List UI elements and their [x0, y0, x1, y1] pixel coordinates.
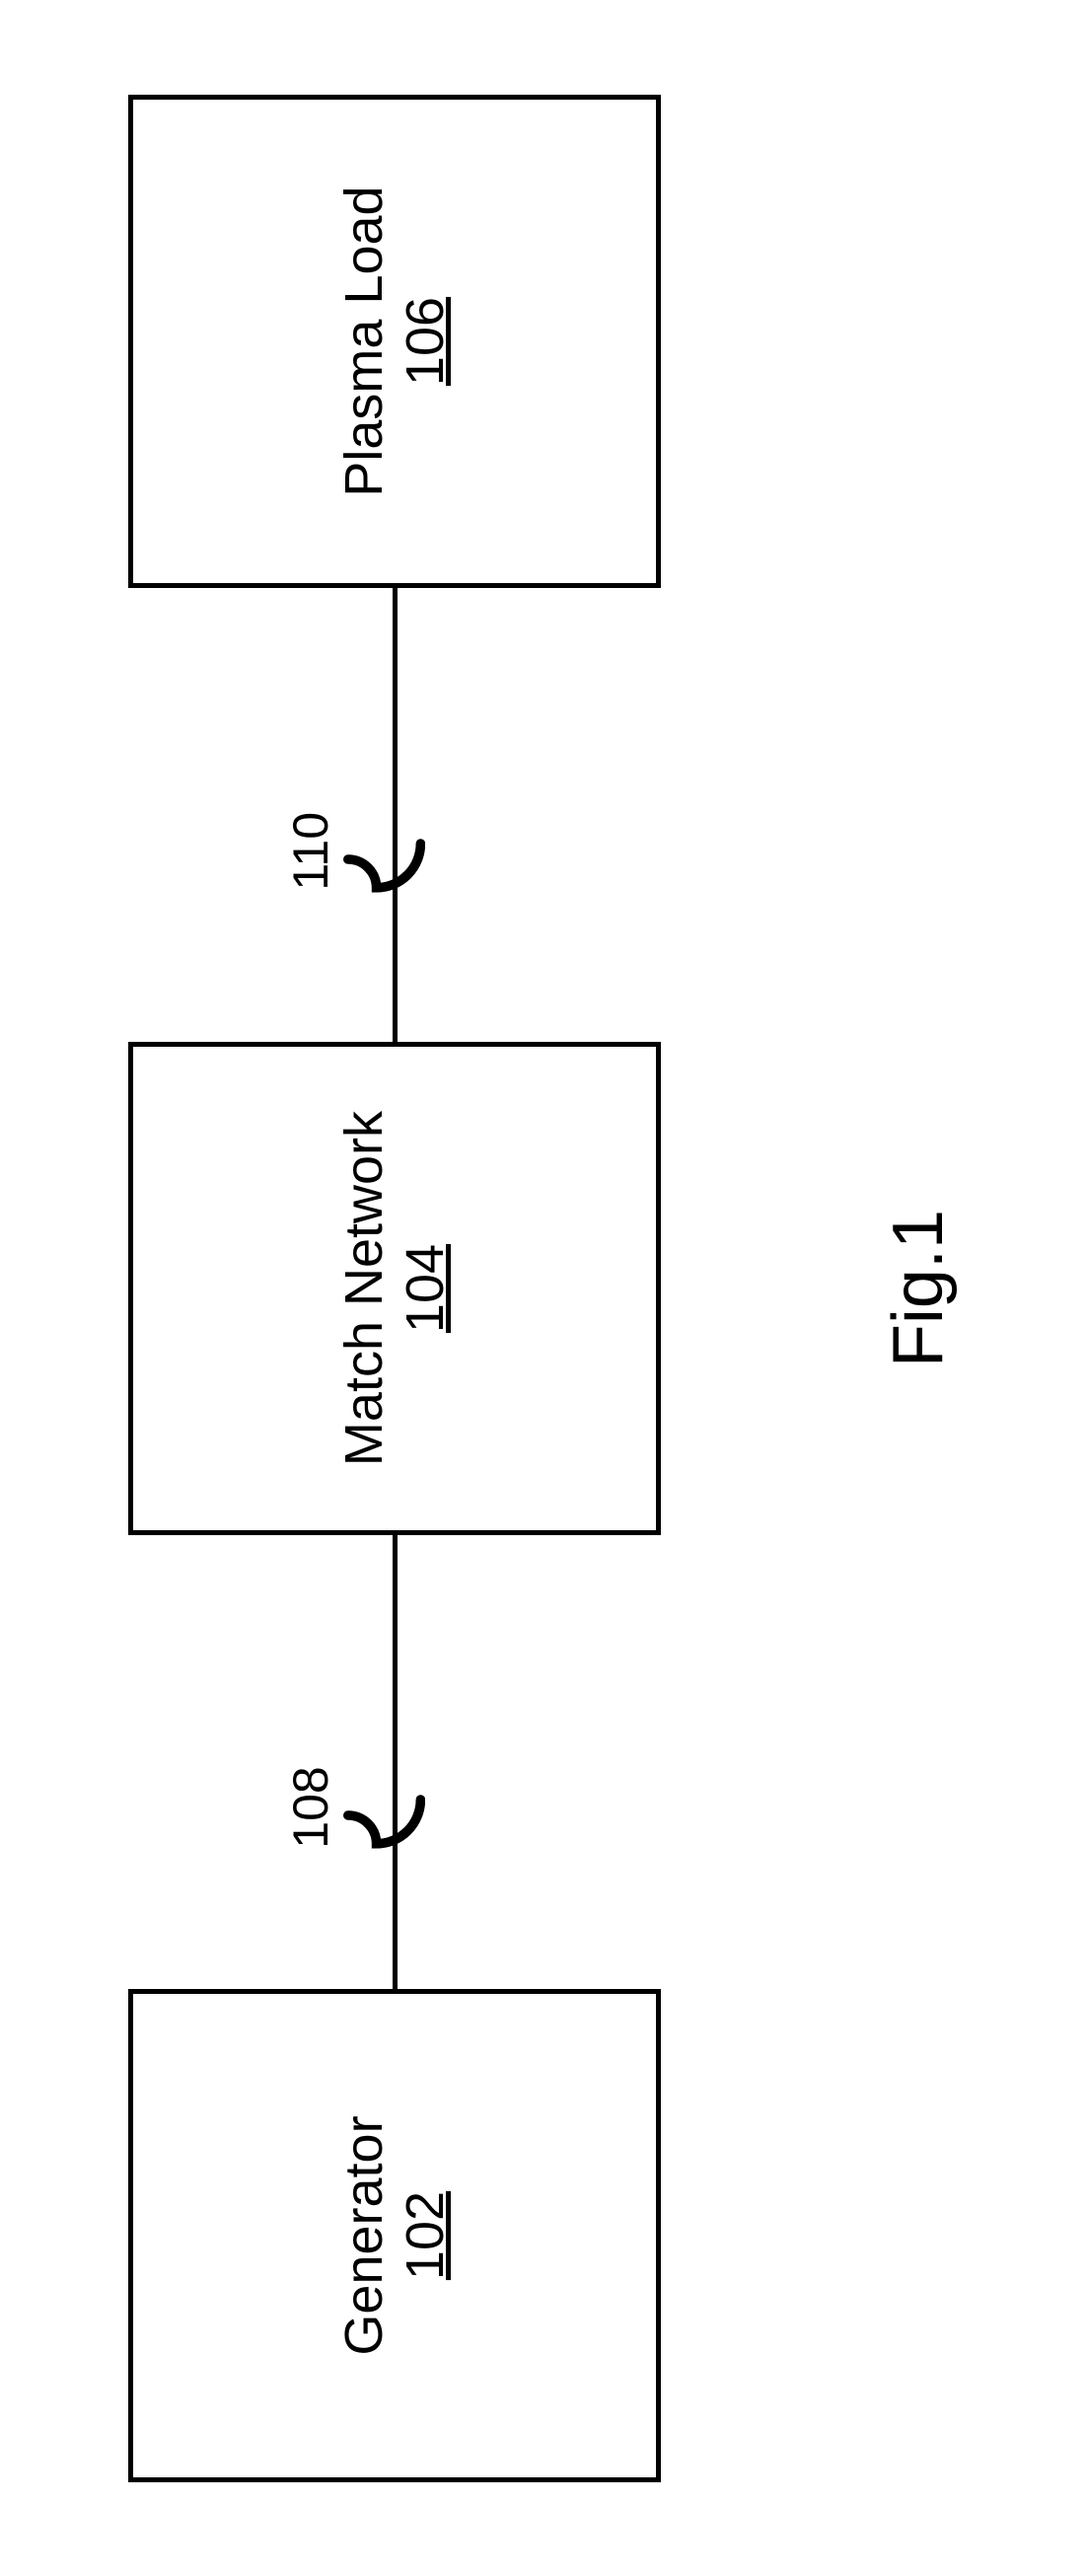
- block-plasma-load: Plasma Load 106: [128, 95, 661, 588]
- connector-108-line: [392, 1535, 397, 1989]
- rotated-canvas: Generator 102 108 Match Network 104 110 …: [128, 95, 959, 2482]
- diagram-row: Generator 102 108 Match Network 104 110 …: [128, 95, 661, 2482]
- connector-108-label: 108: [286, 1766, 335, 1848]
- connector-110: 110: [128, 588, 661, 1042]
- block-match-network-label: Match Network: [332, 1110, 394, 1465]
- block-match-network-ref: 104: [395, 1243, 456, 1332]
- connector-108-hook: [343, 1766, 425, 1848]
- connector-110-hook: [343, 810, 425, 892]
- connector-110-label: 110: [286, 811, 335, 890]
- block-generator: Generator 102: [128, 1989, 661, 2482]
- figure-caption: Fig.1: [878, 95, 959, 2482]
- block-generator-ref: 102: [395, 2190, 456, 2279]
- connector-108: 108: [128, 1535, 661, 1989]
- block-match-network: Match Network 104: [128, 1042, 661, 1535]
- block-plasma-load-label: Plasma Load: [332, 185, 394, 496]
- block-plasma-load-ref: 106: [395, 296, 456, 385]
- block-generator-label: Generator: [332, 2115, 394, 2355]
